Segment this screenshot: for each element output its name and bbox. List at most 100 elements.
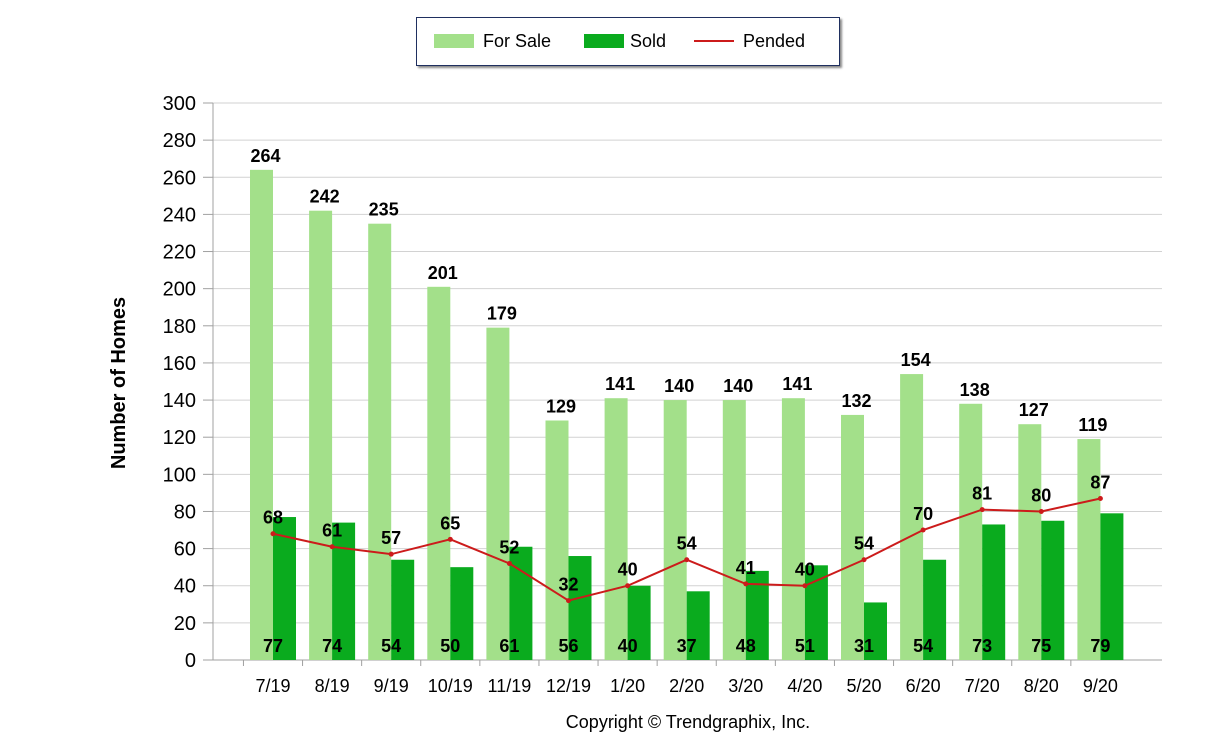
bar-for-sale bbox=[959, 403, 983, 660]
label-sold: 37 bbox=[677, 636, 697, 656]
pended-point bbox=[270, 531, 276, 537]
pended-line bbox=[270, 495, 1103, 604]
label-sold: 61 bbox=[499, 636, 519, 656]
label-sold: 74 bbox=[322, 636, 342, 656]
bar-sold bbox=[686, 591, 710, 660]
y-tick-label: 200 bbox=[163, 279, 196, 301]
x-tick-label: 9/19 bbox=[374, 676, 409, 696]
y-tick-label: 60 bbox=[174, 539, 196, 561]
label-sold: 54 bbox=[381, 636, 401, 656]
label-for-sale: 235 bbox=[369, 200, 399, 220]
bar-for-sale bbox=[722, 400, 746, 660]
bar-sold bbox=[568, 556, 592, 660]
label-pended: 70 bbox=[913, 504, 933, 524]
pended-point bbox=[802, 583, 808, 589]
label-pended: 68 bbox=[263, 508, 283, 528]
label-for-sale: 201 bbox=[428, 263, 458, 283]
x-tick-label: 10/19 bbox=[428, 676, 473, 696]
label-pended: 81 bbox=[972, 484, 992, 504]
x-tick-label: 2/20 bbox=[669, 676, 704, 696]
bar-sold bbox=[804, 565, 828, 660]
x-tick-label: 8/20 bbox=[1024, 676, 1059, 696]
legend-swatch-sold bbox=[584, 34, 624, 48]
y-tick-label: 280 bbox=[163, 130, 196, 152]
bar-for-sale bbox=[250, 169, 273, 660]
y-tick-label: 240 bbox=[163, 204, 196, 226]
x-tick-label: 7/20 bbox=[965, 676, 1000, 696]
y-axis: 0 20 40 60 80 100 120 140 160 180 200 220 240 260 280 3… bbox=[163, 93, 214, 672]
bar-sold bbox=[627, 585, 651, 660]
label-for-sale: 138 bbox=[960, 380, 990, 400]
pended-point bbox=[506, 560, 512, 566]
label-sold: 54 bbox=[913, 636, 933, 656]
bar-for-sale bbox=[781, 398, 805, 660]
label-pended: 87 bbox=[1090, 472, 1110, 492]
bar-sold bbox=[273, 517, 296, 660]
bar-sold bbox=[1100, 513, 1124, 660]
legend-label-pended: Pended bbox=[743, 31, 806, 51]
x-tick-label: 3/20 bbox=[728, 676, 763, 696]
data-labels: 264 242 235 201 179 129 141 140 140 141 132 154 138 1… bbox=[250, 146, 1110, 656]
pended-point bbox=[743, 581, 749, 587]
pended-point bbox=[979, 507, 985, 513]
label-pended: 57 bbox=[381, 528, 401, 548]
legend-label-for-sale: For Sale bbox=[483, 31, 552, 51]
bar-sold bbox=[391, 559, 415, 660]
label-for-sale: 141 bbox=[605, 374, 635, 394]
bar-sold bbox=[332, 522, 356, 660]
label-for-sale: 154 bbox=[901, 350, 931, 370]
label-for-sale: 140 bbox=[723, 376, 753, 396]
pended-point bbox=[861, 557, 867, 563]
legend-label-sold: Sold bbox=[630, 31, 667, 51]
legend-swatch-for-sale bbox=[434, 34, 474, 48]
y-tick-label: 0 bbox=[185, 650, 196, 672]
x-tick-label: 5/20 bbox=[846, 676, 881, 696]
label-for-sale: 127 bbox=[1019, 400, 1049, 420]
label-sold: 48 bbox=[736, 636, 756, 656]
bar-for-sale bbox=[841, 414, 864, 660]
y-tick-label: 80 bbox=[174, 501, 196, 523]
label-pended: 61 bbox=[322, 521, 342, 541]
bar-for-sale bbox=[663, 400, 687, 660]
label-sold: 51 bbox=[795, 636, 815, 656]
x-tick-label: 8/19 bbox=[315, 676, 350, 696]
x-tick-label: 12/19 bbox=[546, 676, 591, 696]
pended-point bbox=[684, 557, 690, 563]
x-tick-label: 4/20 bbox=[787, 676, 822, 696]
y-tick-label: 100 bbox=[163, 464, 196, 486]
x-tick-label: 6/20 bbox=[906, 676, 941, 696]
bar-sold bbox=[1041, 520, 1065, 660]
bar-for-sale bbox=[545, 420, 569, 660]
bar-for-sale bbox=[1018, 424, 1042, 660]
y-tick-label: 220 bbox=[163, 242, 196, 264]
label-pended: 32 bbox=[558, 575, 578, 595]
label-sold: 77 bbox=[263, 636, 283, 656]
label-pended: 54 bbox=[677, 534, 697, 554]
copyright-text: Copyright © Trendgraphix, Inc. bbox=[565, 712, 811, 732]
pended-point bbox=[388, 551, 394, 557]
y-tick-label: 120 bbox=[163, 427, 196, 449]
bar-sold bbox=[864, 602, 887, 660]
x-tick-label: 9/20 bbox=[1083, 676, 1118, 696]
legend: For Sale Sold Pended bbox=[416, 17, 840, 66]
label-for-sale: 179 bbox=[487, 304, 517, 324]
label-sold: 31 bbox=[854, 636, 874, 656]
x-axis: 7/19 8/19 9/19 10/19 11/19 12/19 1/20 2/20 3/20 4… bbox=[213, 659, 1162, 696]
bar-for-sale bbox=[604, 398, 628, 660]
y-tick-label: 260 bbox=[163, 167, 196, 189]
label-for-sale: 140 bbox=[664, 376, 694, 396]
bar-for-sale bbox=[900, 374, 924, 660]
label-for-sale: 129 bbox=[546, 396, 576, 416]
y-tick-label: 180 bbox=[163, 316, 196, 338]
bar-sold bbox=[923, 559, 947, 660]
pended-point bbox=[1038, 508, 1044, 514]
x-tick-label: 7/19 bbox=[255, 676, 290, 696]
pended-point bbox=[566, 598, 571, 604]
label-sold: 56 bbox=[558, 636, 578, 656]
label-sold: 40 bbox=[618, 636, 638, 656]
label-pended: 40 bbox=[795, 560, 815, 580]
x-tick-label: 11/19 bbox=[488, 676, 532, 696]
label-pended: 40 bbox=[618, 560, 638, 580]
bar-for-sale bbox=[368, 223, 392, 660]
label-sold: 73 bbox=[972, 636, 992, 656]
